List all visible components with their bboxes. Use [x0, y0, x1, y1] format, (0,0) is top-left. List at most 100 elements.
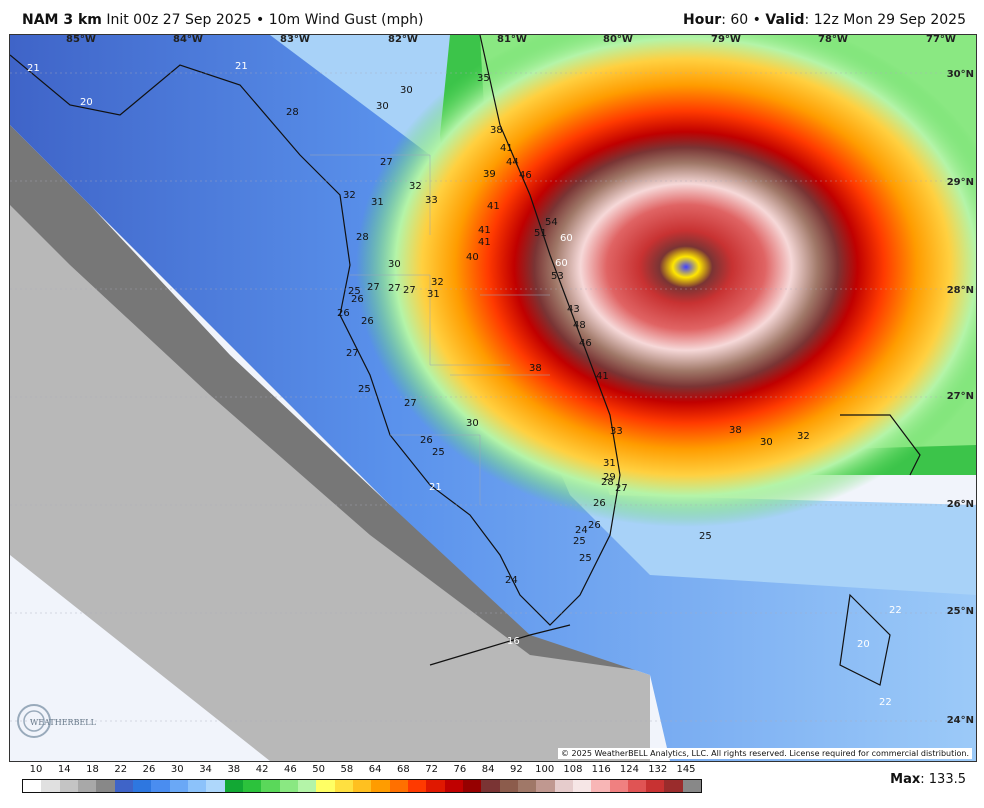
gust-value-label: 60: [560, 233, 573, 244]
gust-value-label: 25: [358, 384, 371, 395]
legend-label: 18: [86, 764, 99, 775]
gust-value-label: 53: [551, 271, 564, 282]
header: NAM 3 km Init 00z 27 Sep 2025 • 10m Wind…: [0, 0, 984, 34]
legend-label: 72: [425, 764, 439, 775]
legend-swatch: [517, 780, 537, 792]
latitude-label: 28°N: [946, 285, 974, 296]
valid-time: 12z Mon 29 Sep 2025: [813, 12, 966, 28]
longitude-label: 78°W: [818, 34, 848, 45]
longitude-label: 79°W: [711, 34, 741, 45]
legend-label: 38: [227, 764, 241, 775]
weatherbell-logo: WEATHERBELL: [16, 701, 96, 741]
legend-label: 108: [563, 764, 583, 775]
gust-value-label: 26: [351, 294, 364, 305]
legend-swatch: [334, 780, 353, 792]
copyright-notice: © 2025 WeatherBELL Analytics, LLC. All r…: [558, 748, 972, 759]
gust-value-label: 21: [429, 482, 442, 493]
gust-value-label: 48: [573, 320, 586, 331]
gust-value-label: 31: [427, 289, 440, 300]
gust-value-label: 41: [500, 143, 513, 154]
gust-value-label: 27: [388, 283, 401, 294]
gust-value-label: 43: [567, 304, 580, 315]
gust-value-label: 24: [505, 575, 518, 586]
legend-label: 14: [57, 764, 71, 775]
legend-swatch: [646, 780, 665, 792]
gust-value-label: 27: [367, 282, 380, 293]
gust-value-label: 27: [404, 398, 417, 409]
county-lines: [310, 154, 550, 505]
legend-label: 26: [142, 764, 156, 775]
legend-swatch: [609, 780, 628, 792]
legend-swatch: [664, 780, 683, 792]
legend-swatch: [77, 780, 97, 792]
gust-value-label: 30: [466, 418, 479, 429]
gust-value-label: 32: [343, 190, 356, 201]
legend-swatch: [481, 780, 500, 792]
longitude-label: 81°W: [497, 34, 527, 45]
gust-value-label: 22: [889, 605, 902, 616]
legend-swatch: [261, 780, 280, 792]
gust-value-label: 30: [388, 259, 401, 270]
gray-band: [10, 125, 650, 761]
gust-value-label: 54: [545, 217, 558, 228]
legend-label: 22: [114, 764, 128, 775]
gust-value-label: 32: [409, 181, 422, 192]
svg-text:WEATHERBELL: WEATHERBELL: [30, 718, 96, 727]
hour-label: Hour: [682, 12, 722, 28]
bahamas-coastline: [839, 414, 921, 686]
gust-value-label: 26: [420, 435, 433, 446]
gust-value-label: 16: [507, 636, 520, 647]
florida-coastline: [10, 35, 621, 626]
storm-core: [356, 35, 976, 527]
longitude-label: 85°W: [66, 34, 96, 45]
gust-value-label: 20: [857, 639, 870, 650]
legend-label: 76: [453, 764, 467, 775]
legend-swatch: [41, 780, 60, 792]
legend-swatch: [132, 780, 152, 792]
legend-swatch: [316, 780, 335, 792]
legend-label: 58: [340, 764, 354, 775]
gust-value-label: 25: [348, 286, 361, 297]
keys-coastline: [429, 624, 571, 666]
longitude-label: 83°W: [280, 34, 310, 45]
gust-value-label: 22: [879, 697, 892, 708]
legend-label: 132: [648, 764, 668, 775]
gust-value-label: 31: [371, 197, 384, 208]
legend-swatch: [591, 780, 610, 792]
gust-value-label: 40: [466, 252, 479, 263]
gust-value-label: 41: [596, 371, 609, 382]
gust-value-label: 21: [235, 61, 248, 72]
legend-swatch: [169, 780, 188, 792]
gust-value-label: 25: [699, 531, 712, 542]
wind-gust-map: 85°W 84°W 83°W 82°W 81°W 80°W 79°W 78°W 77°W 30°…: [9, 34, 977, 762]
gust-value-label: 30: [400, 85, 413, 96]
gust-value-label: 46: [579, 338, 592, 349]
color-legend: 10 14 18 22 26 30 34 38 42 46 50 58 64 68 72 76 84 92 100 1…: [22, 764, 702, 794]
legend-swatch: [389, 780, 408, 792]
gust-value-label: 33: [425, 195, 438, 206]
legend-label: 34: [199, 764, 212, 775]
gust-value-label: 28: [286, 107, 299, 118]
gust-value-label: 27: [403, 285, 416, 296]
max-number: 133.5: [928, 772, 966, 787]
legend-swatch: [206, 780, 225, 792]
longitude-label: 84°W: [173, 34, 203, 45]
gust-value-label: 41: [478, 237, 491, 248]
legend-label: 92: [510, 764, 523, 775]
legend-label: 84: [481, 764, 495, 775]
gust-value-label: 28: [601, 477, 614, 488]
gust-value-label: 38: [529, 363, 542, 374]
valid-label: Valid: [765, 12, 805, 28]
model-name: NAM 3 km: [22, 12, 102, 28]
legend-label: 124: [619, 764, 640, 775]
gust-value-label: 27: [615, 483, 628, 494]
legend-label: 100: [535, 764, 555, 775]
map-canvas: [10, 35, 976, 761]
forecast-hour: 60: [730, 12, 749, 28]
gust-value-label: 41: [487, 201, 500, 212]
gust-value-label: 60: [555, 258, 568, 269]
legend-swatch: [297, 780, 317, 792]
legend-swatch: [682, 780, 702, 792]
gust-value-label: 25: [432, 447, 445, 458]
gust-value-label: 33: [610, 426, 623, 437]
